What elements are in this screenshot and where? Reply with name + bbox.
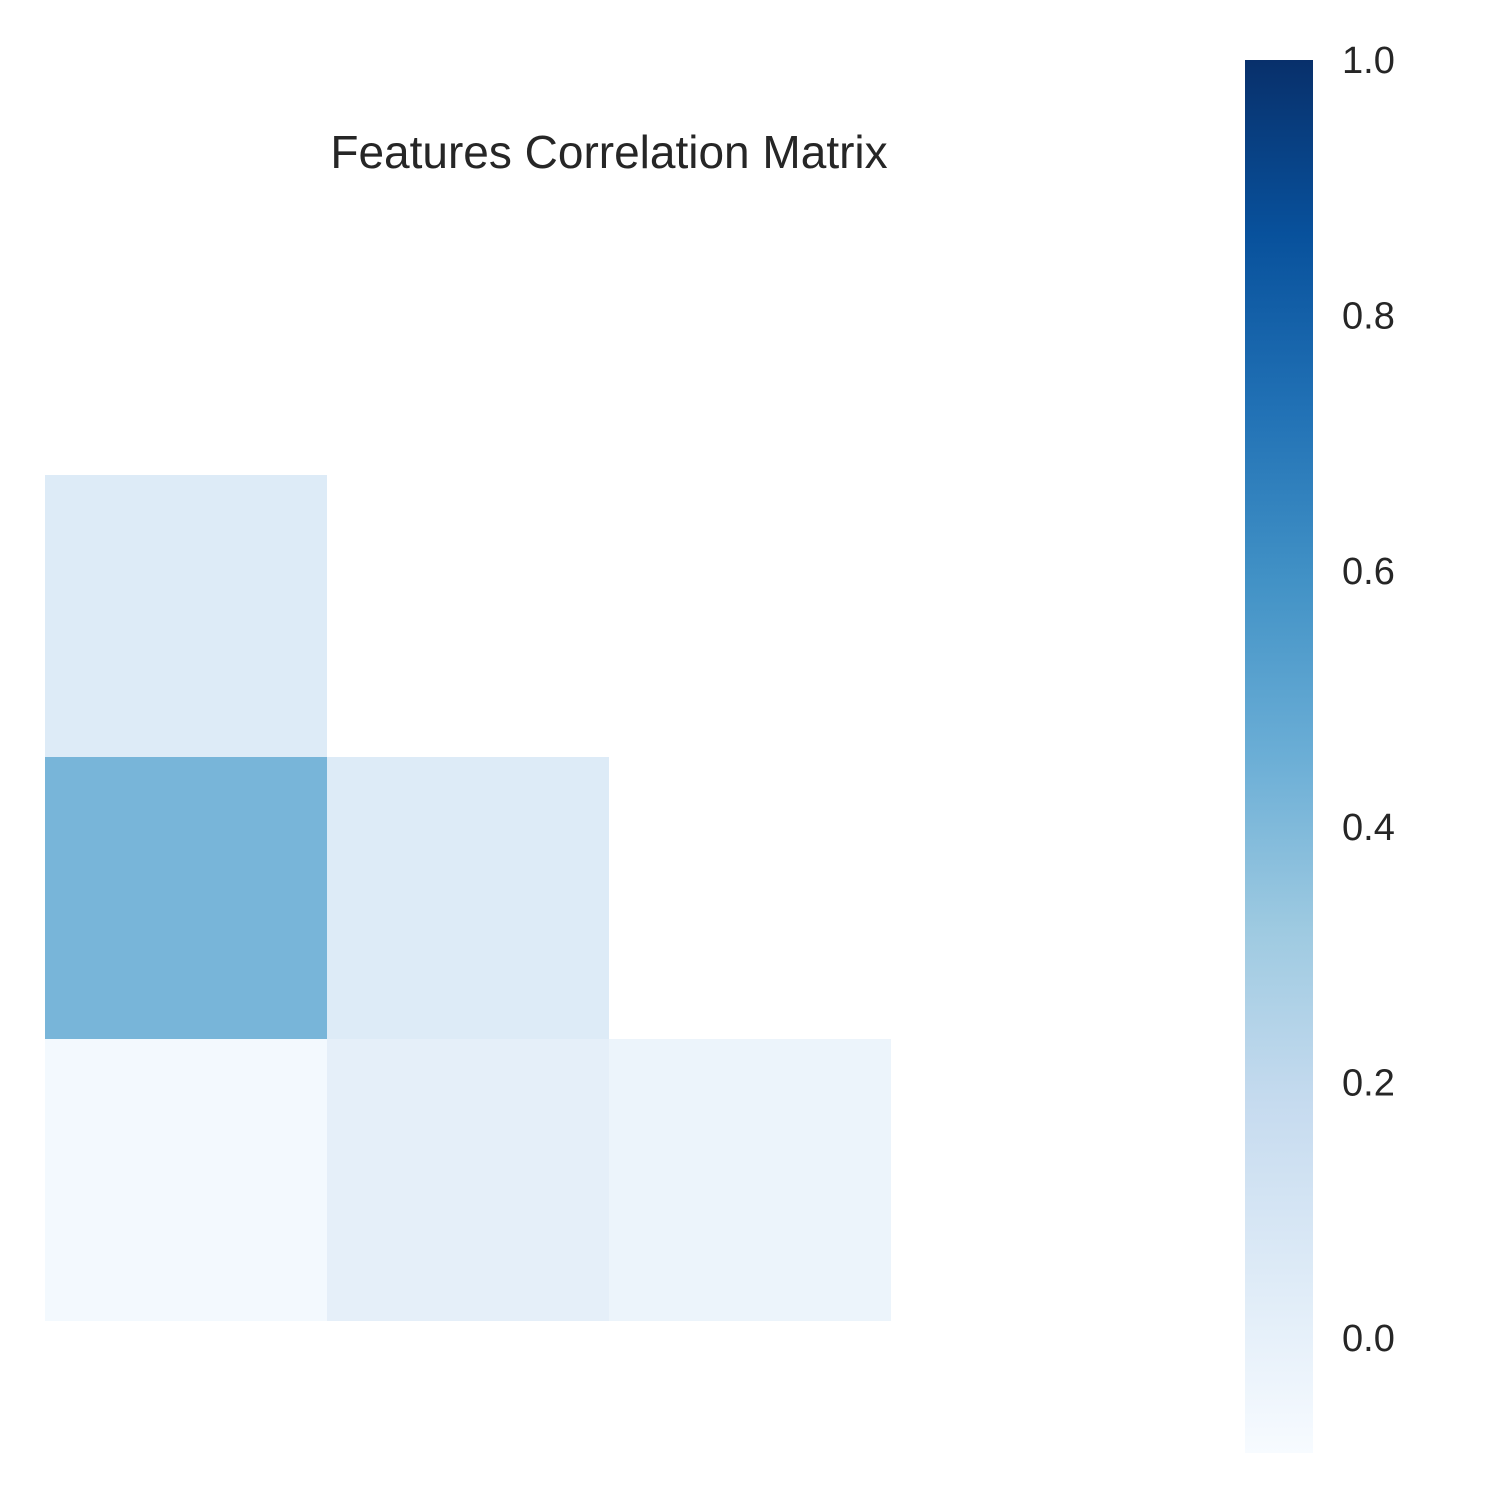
colorbar-tick-label: 0.0 <box>1342 1318 1395 1360</box>
colorbar-tick-label: 0.2 <box>1342 1062 1395 1104</box>
heatmap-cell-r3-c2 <box>609 1039 891 1321</box>
heatmap-cell-r3-c0 <box>45 1039 327 1321</box>
colorbar-tick-label: 0.4 <box>1342 807 1395 849</box>
heatmap-cell-r1-c0 <box>45 475 327 757</box>
chart-title: Features Correlation Matrix <box>330 126 887 178</box>
colorbar-tick-label: 0.8 <box>1342 296 1395 338</box>
colorbar-tick-label: 1.0 <box>1342 40 1395 82</box>
heatmap-cell-r2-c0 <box>45 757 327 1039</box>
colorbar-ticks: 0.0 0.2 0.4 0.6 0.8 1.0 <box>1342 40 1395 1360</box>
heatmap-cell-r3-c1 <box>327 1039 609 1321</box>
colorbar-tick-label: 0.6 <box>1342 551 1395 593</box>
heatmap-cells <box>45 475 891 1321</box>
colorbar <box>1245 60 1313 1453</box>
heatmap-cell-r2-c1 <box>327 757 609 1039</box>
